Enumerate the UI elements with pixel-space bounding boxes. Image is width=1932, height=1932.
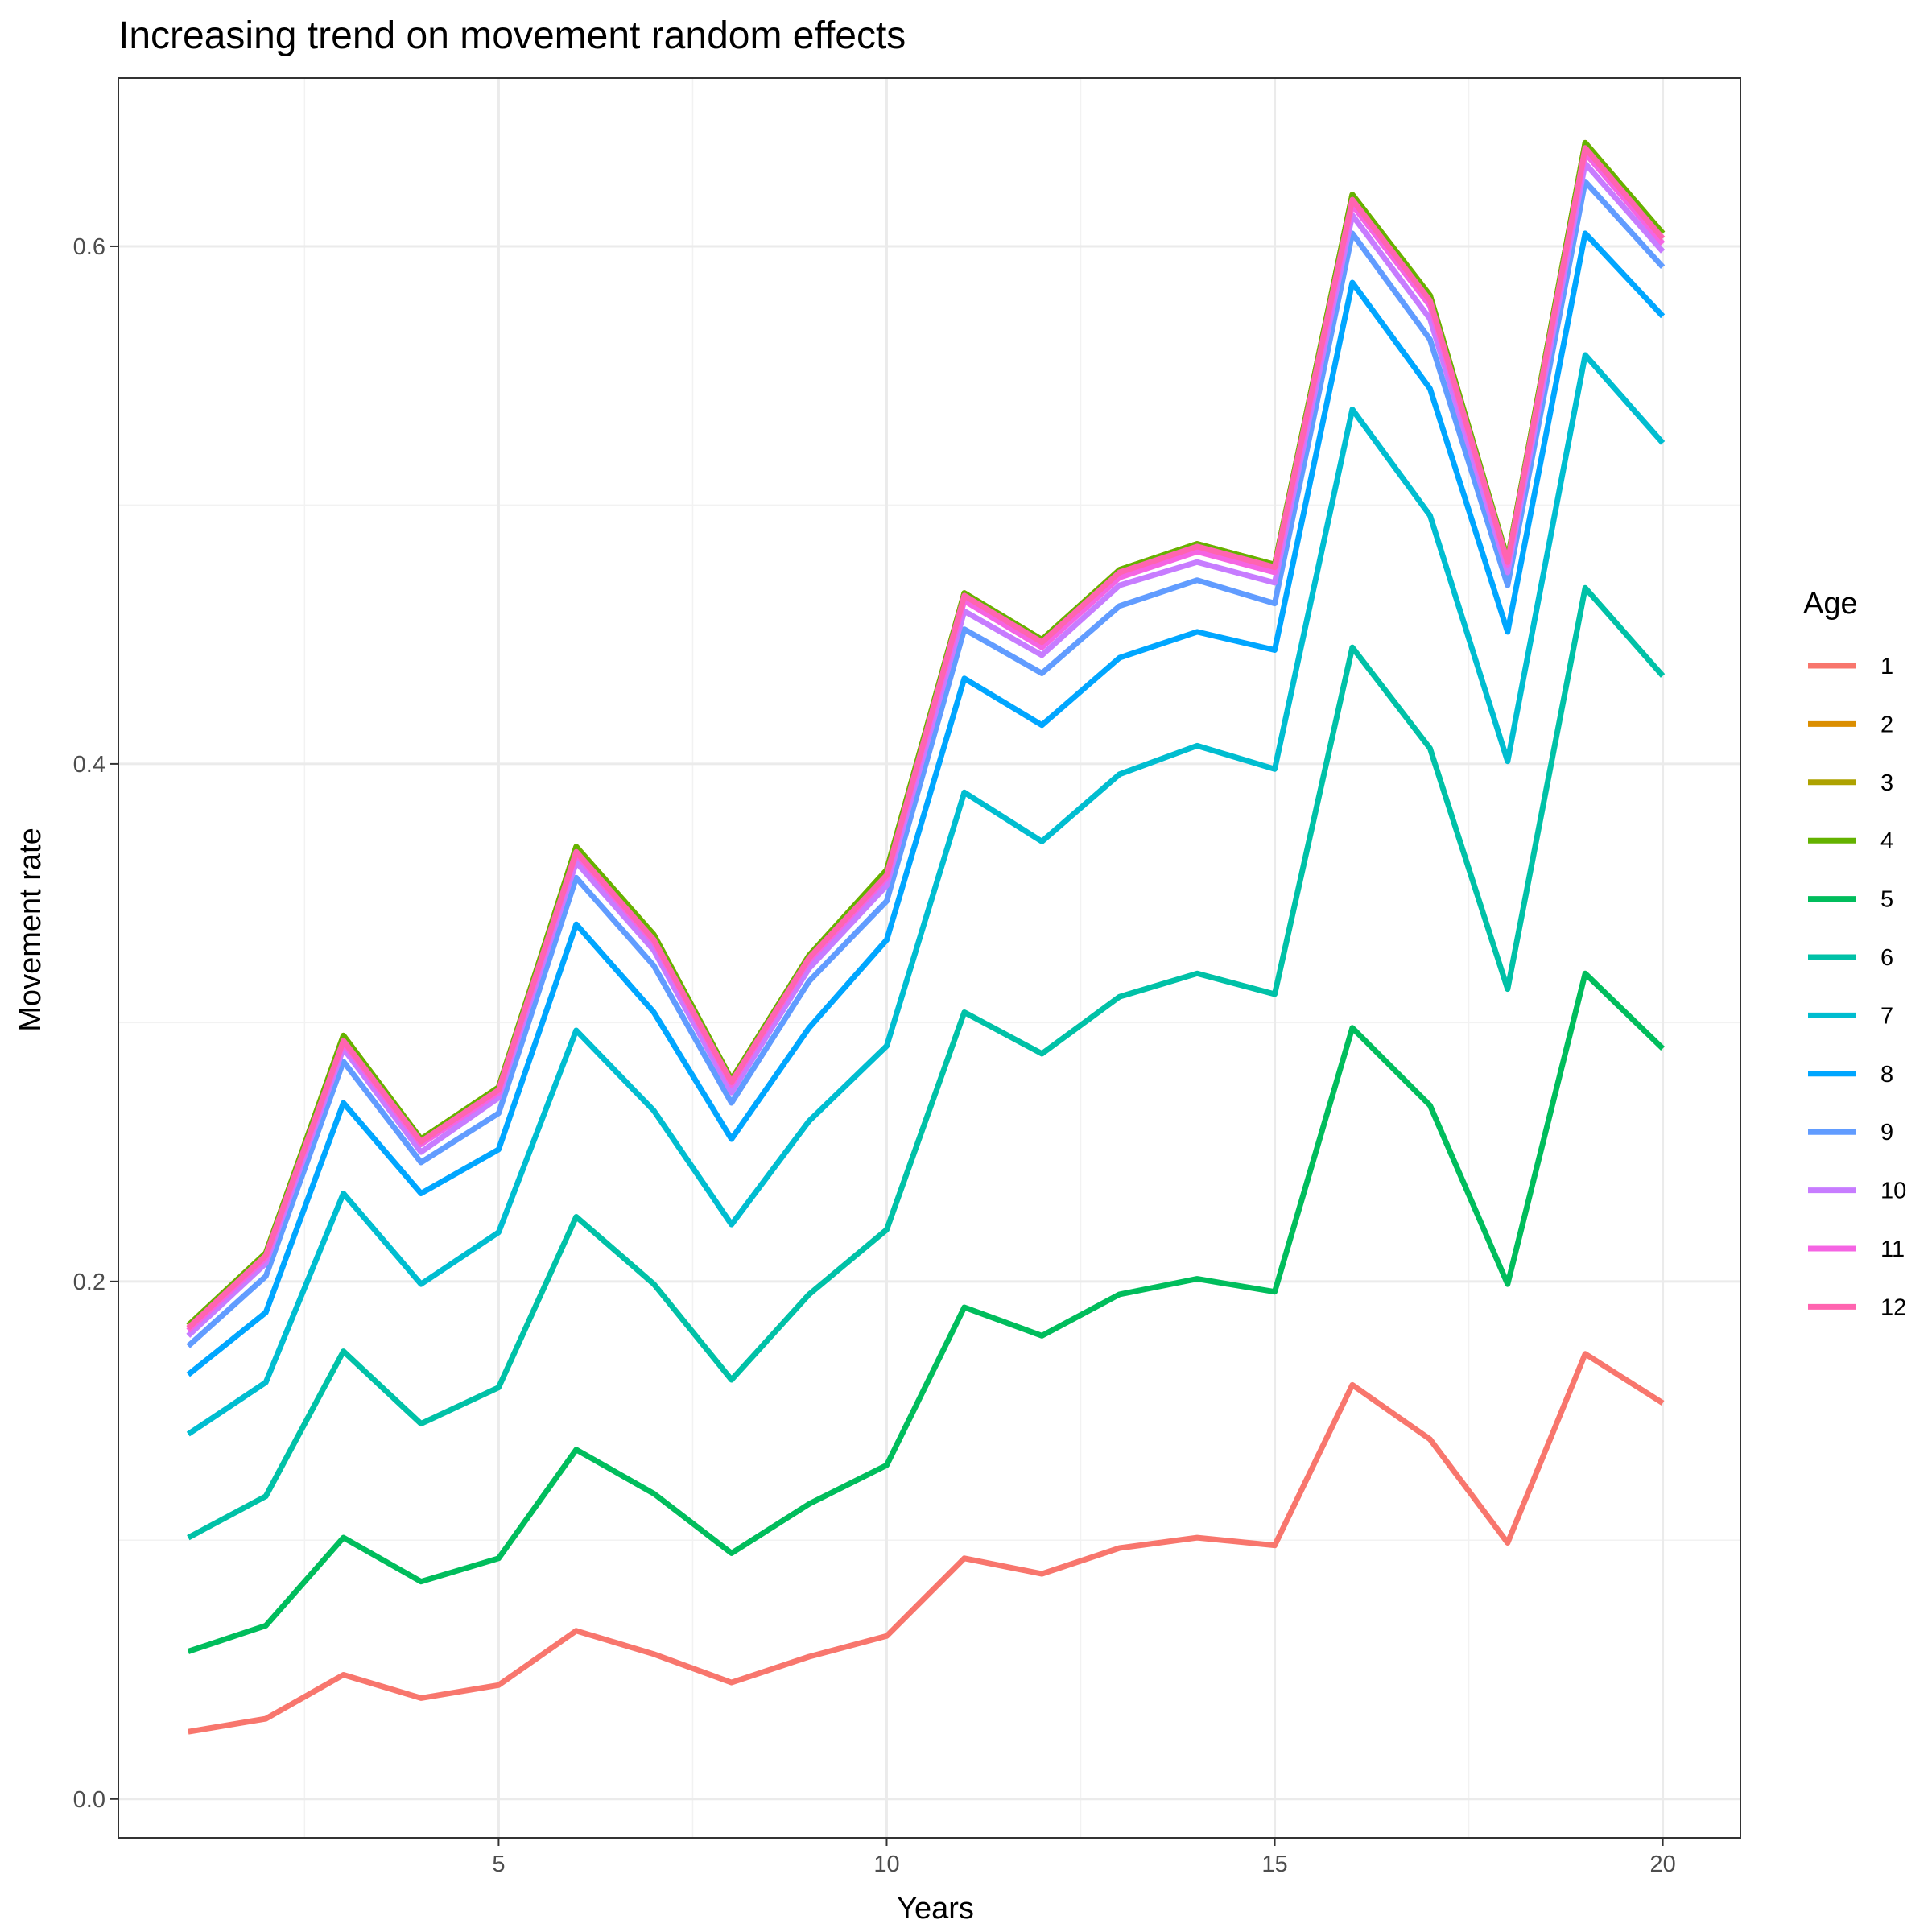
y-tick-label: 0.2 bbox=[73, 1269, 105, 1295]
series-line-age-1 bbox=[188, 1351, 1665, 1735]
legend-label-age-8: 8 bbox=[1880, 1062, 1893, 1088]
series-lines bbox=[186, 139, 1666, 1735]
y-axis: 0.0 0.2 0.4 0.6 bbox=[73, 234, 118, 1813]
x-tick-label: 5 bbox=[492, 1852, 505, 1877]
series-line-age-5 bbox=[187, 970, 1666, 1654]
series-line-age-12 bbox=[186, 145, 1666, 1331]
chart-title: Increasing trend on movement random effe… bbox=[118, 14, 906, 57]
x-tick-label: 20 bbox=[1649, 1852, 1675, 1877]
x-tick-label: 10 bbox=[873, 1852, 899, 1877]
legend-label-age-1: 1 bbox=[1880, 654, 1893, 679]
x-tick-label: 15 bbox=[1261, 1852, 1287, 1877]
series-line-age-9 bbox=[186, 179, 1666, 1348]
legend-label-age-6: 6 bbox=[1880, 945, 1893, 971]
legend-label-age-4: 4 bbox=[1880, 828, 1893, 854]
y-tick-label: 0.4 bbox=[73, 752, 105, 778]
legend-label-age-10: 10 bbox=[1880, 1179, 1906, 1204]
x-axis: 5 10 15 20 bbox=[492, 1838, 1676, 1877]
x-axis-title: Years bbox=[897, 1892, 974, 1926]
legend-label-age-11: 11 bbox=[1880, 1236, 1905, 1262]
series-line-age-8 bbox=[186, 230, 1666, 1377]
plot-panel-border bbox=[118, 77, 1741, 1839]
legend-label-age-2: 2 bbox=[1880, 712, 1893, 737]
y-tick-label: 0.6 bbox=[73, 234, 105, 260]
y-axis-title: Movement rate bbox=[14, 828, 47, 1031]
series-line-age-7 bbox=[186, 352, 1666, 1437]
legend-title: Age bbox=[1803, 587, 1858, 621]
y-tick-label: 0.0 bbox=[73, 1787, 105, 1813]
legend-label-age-5: 5 bbox=[1880, 887, 1893, 913]
legend-label-age-12: 12 bbox=[1880, 1294, 1906, 1320]
legend-label-age-7: 7 bbox=[1880, 1003, 1893, 1029]
legend-label-age-3: 3 bbox=[1880, 770, 1893, 796]
series-line-age-6 bbox=[187, 584, 1666, 1541]
legend-label-age-9: 9 bbox=[1880, 1120, 1893, 1146]
